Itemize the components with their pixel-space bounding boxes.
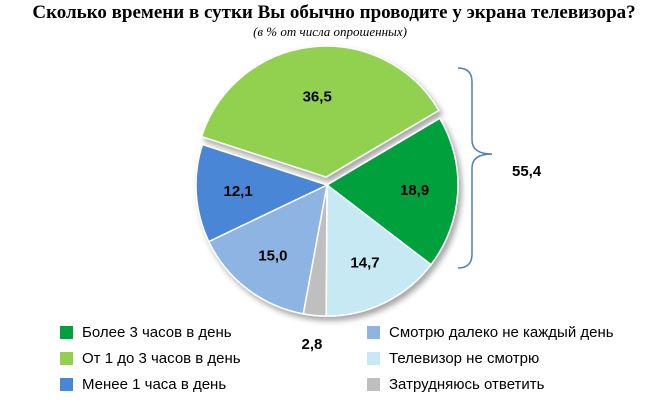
legend-item: От 1 до 3 часов в день: [60, 349, 241, 367]
legend-swatch: [367, 325, 380, 339]
legend-swatch: [60, 351, 73, 365]
legend-item: Смотрю далеко не каждый день: [367, 323, 614, 341]
legend-item: Более 3 часов в день: [60, 323, 232, 341]
bracket-brace: [457, 67, 493, 269]
legend-swatch: [367, 377, 380, 391]
pie-slice: [195, 143, 330, 243]
legend-label: Смотрю далеко не каждый день: [389, 323, 614, 341]
pie-slices: [195, 45, 459, 317]
pie-data-label: 14,7: [350, 255, 379, 272]
pie-data-label: 2,8: [302, 336, 323, 353]
pie-labels: 36,5 18,9 14,7 2,8 15,0 12,1: [224, 88, 430, 353]
pie-slice: [325, 183, 433, 317]
bracket-total-label: 55,4: [512, 163, 542, 180]
pie-data-label: 18,9: [400, 182, 429, 199]
legend-item: Телевизор не смотрю: [367, 349, 539, 367]
pie-slice: [200, 45, 440, 178]
legend-swatch: [60, 377, 73, 391]
legend-label: Менее 1 часа в день: [82, 375, 227, 393]
pie-data-label: 12,1: [224, 183, 253, 200]
pie-data-label: 15,0: [258, 248, 287, 265]
legend-label: Более 3 часов в день: [82, 323, 232, 341]
legend-label: Затрудняюсь ответить: [389, 375, 545, 393]
legend-swatch: [60, 325, 73, 339]
chart-subtitle: (в % от числа опрошенных): [253, 24, 407, 39]
legend-label: Телевизор не смотрю: [389, 349, 540, 367]
legend-swatch: [367, 351, 380, 365]
chart-title: Сколько времени в сутки Вы обычно провод…: [32, 2, 636, 23]
pie-slice: [325, 117, 459, 266]
legend-label: От 1 до 3 часов в день: [82, 349, 241, 367]
pie-data-label: 36,5: [303, 88, 332, 105]
pie-slice: [207, 183, 329, 315]
legend-item: Менее 1 часа в день: [60, 375, 226, 393]
legend-item: Затрудняюсь ответить: [367, 375, 544, 393]
